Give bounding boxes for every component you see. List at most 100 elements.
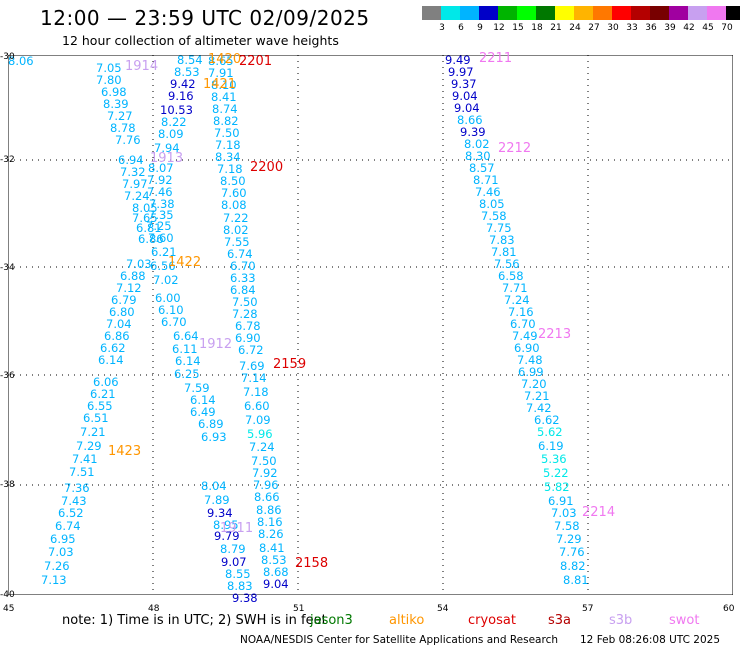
pass-time-label: 1912 — [199, 337, 233, 352]
wave-height-value: 8.34 — [215, 150, 241, 164]
wave-height-value: 6.81 — [136, 221, 162, 235]
wave-height-value: 6.21 — [151, 245, 177, 259]
credit-text: NOAA/NESDIS Center for Satellite Applica… — [240, 634, 558, 646]
wave-height-value: 9.04 — [454, 101, 480, 115]
map-subtitle: 12 hour collection of altimeter wave hei… — [62, 33, 339, 48]
scale-label: 15 — [512, 23, 524, 33]
wave-height-value: 7.71 — [502, 281, 528, 295]
wave-height-value: 6.19 — [538, 439, 564, 453]
wave-height-value: 7.24 — [124, 189, 150, 203]
wave-height-value: 7.76 — [559, 545, 585, 559]
latitude-label: -34 — [0, 263, 15, 273]
pass-time-label: 2201 — [239, 54, 273, 69]
wave-height-value: 7.21 — [80, 425, 106, 439]
pass-time-label: 1913 — [150, 151, 184, 166]
scale-swatch — [555, 6, 574, 20]
wave-height-value: 6.98 — [101, 85, 127, 99]
wave-height-value: 7.48 — [517, 353, 543, 367]
wave-height-value: 9.04 — [452, 89, 478, 103]
wave-height-value: 8.08 — [221, 198, 247, 212]
wave-height-value: 8.78 — [110, 121, 136, 135]
wave-height-value: 5.36 — [541, 452, 567, 466]
wave-height-value: 8.02 — [223, 223, 249, 237]
wave-height-value: 7.50 — [214, 126, 240, 140]
wave-height-value: 7.97 — [122, 177, 148, 191]
wave-height-value: 6.93 — [201, 430, 227, 444]
longitude-label: 57 — [582, 604, 594, 614]
wave-height-value: 7.24 — [504, 293, 530, 307]
wave-height-value: 6.78 — [235, 319, 261, 333]
wave-height-value: 6.94 — [118, 153, 144, 167]
wave-height-value: 6.88 — [120, 269, 146, 283]
wave-height-value: 6.74 — [55, 519, 81, 533]
wave-height-value: 6.58 — [498, 269, 524, 283]
wave-height-value: 7.55 — [224, 235, 250, 249]
pass-time-label: 2211 — [479, 51, 513, 66]
latitude-label: -38 — [0, 480, 15, 490]
wave-height-value: 5.22 — [543, 466, 569, 480]
wave-height-value: 6.62 — [534, 413, 560, 427]
wave-height-value: 7.38 — [149, 197, 175, 211]
wave-height-value: 6.99 — [518, 365, 544, 379]
wave-height-value: 7.18 — [217, 162, 243, 176]
wave-height-value: 7.89 — [204, 493, 230, 507]
wave-height-value: 8.82 — [213, 114, 239, 128]
wave-height-value: 6.10 — [158, 303, 184, 317]
wave-height-value: 9.04 — [263, 577, 289, 591]
scale-label: 12 — [493, 23, 505, 33]
satellite-name: s3a — [548, 613, 572, 628]
longitude-label: 60 — [723, 604, 735, 614]
wave-height-value: 8.54 — [177, 53, 203, 67]
wave-height-value: 7.13 — [41, 573, 67, 587]
wave-height-value: 7.27 — [107, 109, 133, 123]
wave-height-value: 6.79 — [111, 293, 137, 307]
wave-height-value: 6.14 — [98, 353, 124, 367]
wave-height-value: 9.16 — [168, 89, 194, 103]
wave-height-value: 8.02 — [464, 137, 490, 151]
scale-swatch — [593, 6, 612, 20]
wave-height-value: 7.81 — [491, 245, 517, 259]
latitude-label: -30 — [0, 52, 15, 62]
wave-height-value: 7.18 — [215, 138, 241, 152]
scale-label: 3 — [439, 23, 445, 33]
wave-height-value: 7.60 — [148, 231, 174, 245]
wave-height-value: 8.55 — [225, 567, 251, 581]
wave-height-value: 6.21 — [90, 387, 116, 401]
wave-height-value: 7.56 — [494, 257, 520, 271]
pass-time-label: 2159 — [273, 357, 307, 372]
longitude-label: 51 — [293, 604, 305, 614]
wave-height-value: 6.70 — [510, 317, 536, 331]
wave-height-value: 6.86 — [138, 232, 164, 246]
pass-time-label: 2212 — [498, 141, 532, 156]
wave-height-value: 6.62 — [100, 341, 126, 355]
wave-height-value: 7.41 — [72, 452, 98, 466]
scale-label: 70 — [721, 23, 733, 33]
wave-height-value: 7.29 — [556, 532, 582, 546]
wave-height-value: 7.58 — [554, 519, 580, 533]
wave-height-value: 9.97 — [448, 65, 474, 79]
wave-height-value: 9.42 — [170, 77, 196, 91]
wave-height-value: 7.91 — [208, 66, 234, 80]
wave-height-value: 6.52 — [58, 506, 84, 520]
scale-label: 21 — [550, 23, 562, 33]
wave-height-value: 6.90 — [514, 341, 540, 355]
wave-height-value: 6.70 — [230, 259, 256, 273]
wave-height-value: 7.76 — [115, 133, 141, 147]
wave-height-value: 7.02 — [153, 273, 179, 287]
scale-label: 30 — [607, 23, 619, 33]
wave-height-value: 7.94 — [154, 141, 180, 155]
pass-time-label: 1911 — [220, 521, 254, 536]
wave-height-value: 7.26 — [44, 559, 70, 573]
wave-height-value: 6.51 — [83, 411, 109, 425]
wave-height-value: 7.28 — [232, 307, 258, 321]
wave-height-value: 6.86 — [104, 329, 130, 343]
wave-height-value: 7.09 — [245, 413, 271, 427]
wave-height-value: 9.49 — [445, 53, 471, 67]
wave-height-value: 8.41 — [259, 541, 285, 555]
pass-time-label: 1423 — [108, 444, 142, 459]
wave-height-value: 8.26 — [258, 527, 284, 541]
wave-height-value: 6.90 — [235, 331, 261, 345]
wave-height-value: 7.83 — [489, 233, 515, 247]
wave-height-value: 9.34 — [207, 506, 233, 520]
wave-height-value: 8.07 — [148, 161, 174, 175]
